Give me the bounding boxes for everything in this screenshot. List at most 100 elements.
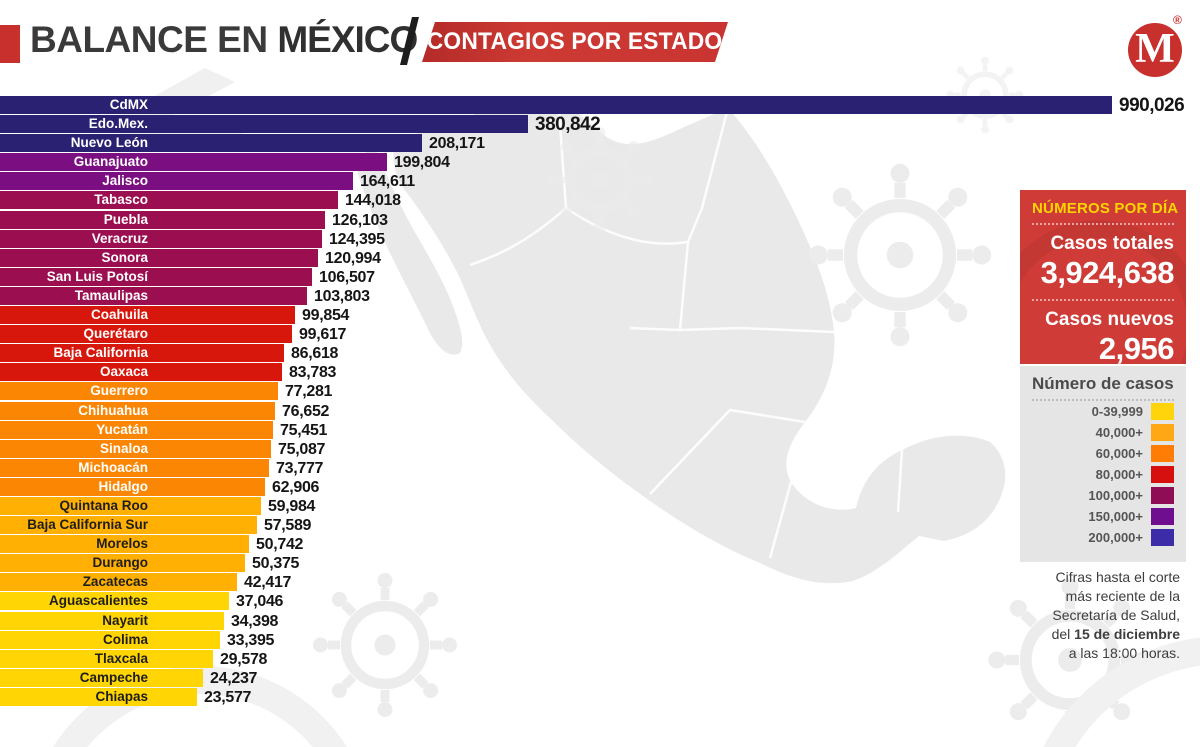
bar-row: Veracruz 124,395 [0,229,1200,248]
legend-item: 150,000+ [1032,506,1174,527]
state-value: 380,842 [535,114,601,136]
state-label: Jalisco [102,173,148,189]
state-value: 76,652 [282,402,330,420]
state-value: 75,451 [280,421,328,439]
state-bar [0,382,278,401]
state-label: Aguascalientes [48,593,148,609]
state-label: Coahuila [90,307,148,323]
state-bar [0,687,197,706]
state-value: 99,617 [299,326,347,344]
state-value: 83,783 [289,364,337,382]
state-label: Yucatán [96,421,148,437]
state-bar [0,573,237,592]
state-bar [0,325,292,344]
state-bar [0,420,273,439]
state-bar [0,96,1112,114]
state-value: 106,507 [319,268,375,286]
state-bar [0,401,275,420]
state-bar [0,229,322,248]
bar-row: Campeche 24,237 [0,668,1200,687]
state-value: 50,375 [252,555,300,573]
state-value: 57,589 [264,517,312,535]
state-value: 164,611 [360,173,415,191]
legend-label: 200,000+ [1088,530,1143,545]
state-bar-chart: CdMX 990,026 Edo.Mex. 380,842 Nuevo León 208,… [0,96,1200,706]
daily-numbers-panel: NÚMEROS POR DÍA Casos totales 3,924,638 … [1020,190,1186,364]
footnote-line: más reciente de la [1065,588,1180,604]
state-label: Tamaulipas [74,287,148,303]
state-value: 124,395 [329,230,385,248]
bar-row: Jalisco 164,611 [0,172,1200,191]
legend-color-swatch [1151,424,1174,441]
total-cases-label: Casos totales [1050,233,1174,254]
state-value: 62,906 [272,478,320,496]
state-value: 77,281 [285,383,333,401]
title-bold: MÉXICO [277,19,418,60]
state-label: Chiapas [95,688,148,704]
state-bar [0,611,224,630]
bar-row: Sinaloa 75,087 [0,439,1200,458]
state-label: Michoacán [78,459,148,475]
state-bar [0,630,220,649]
legend-label: 80,000+ [1095,467,1143,482]
state-value: 59,984 [268,497,316,515]
state-value: 99,854 [302,307,350,325]
state-bar [0,191,338,210]
bar-row: Chiapas 23,577 [0,687,1200,706]
state-bar [0,153,387,172]
legend-item: 60,000+ [1032,443,1174,464]
legend-color-swatch [1151,403,1174,420]
state-label: Campeche [79,669,148,685]
legend-label: 40,000+ [1095,425,1143,440]
state-label: San Luis Potosí [46,268,148,284]
state-bar [0,458,269,477]
legend-color-swatch [1151,445,1174,462]
state-bar [0,210,325,229]
state-bar [0,516,257,535]
bar-row: Nayarit 34,398 [0,611,1200,630]
state-bar [0,439,271,458]
legend-item: 80,000+ [1032,464,1174,485]
dotted-divider [1032,299,1174,301]
bar-row: Baja California 86,618 [0,344,1200,363]
state-bar [0,554,245,573]
state-value: 199,804 [394,154,450,172]
state-bar [0,344,284,363]
state-value: 126,103 [332,211,388,229]
state-value: 23,577 [204,688,252,706]
state-label: Tlaxcala [94,650,148,666]
subtitle-ribbon: CONTAGIOS POR ESTADO [422,22,728,62]
state-bar [0,477,265,496]
legend-color-swatch [1151,529,1174,546]
footnote-line: del 15 de diciembre [1051,626,1180,642]
bar-row: Nuevo León 208,171 [0,134,1200,153]
state-value: 144,018 [345,192,401,210]
state-label: Veracruz [91,230,148,246]
registered-trademark-icon: ® [1173,13,1182,27]
footnote: Cifras hasta el corte más reciente de la S… [1000,568,1180,663]
state-value: 29,578 [220,650,268,668]
state-bar [0,306,295,325]
state-bar [0,592,229,611]
state-value: 34,398 [231,612,279,630]
state-label: Sinaloa [99,440,148,456]
state-value: 86,618 [291,345,339,363]
footnote-line: Cifras hasta el corte [1055,569,1181,585]
state-bar [0,535,249,554]
bar-row: Sonora 120,994 [0,248,1200,267]
bar-row: Oaxaca 83,783 [0,363,1200,382]
bar-row: CdMX 990,026 [0,96,1200,115]
bar-row: Baja California Sur 57,589 [0,516,1200,535]
state-label: Zacatecas [82,574,148,590]
legend-item: 100,000+ [1032,485,1174,506]
bar-row: Hidalgo 62,906 [0,477,1200,496]
subtitle-label: CONTAGIOS POR ESTADO [427,28,723,55]
footnote-line: a las 18:00 horas. [1068,645,1180,661]
state-label: Baja California [53,345,148,361]
state-bar [0,172,353,191]
state-bar [0,286,307,305]
legend-label: 60,000+ [1095,446,1143,461]
legend-color-swatch [1151,487,1174,504]
bar-row: Guanajuato 199,804 [0,153,1200,172]
